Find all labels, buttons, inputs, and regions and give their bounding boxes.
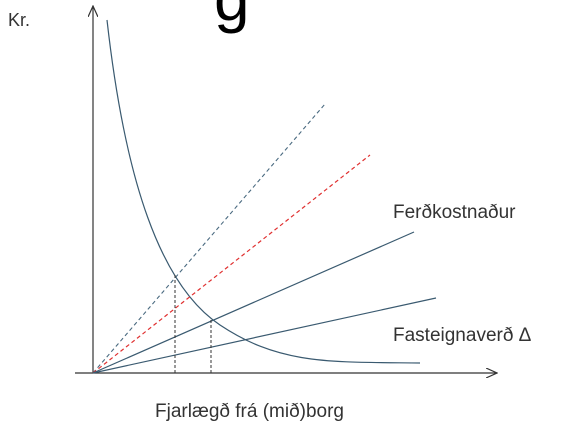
property-price-label: Fasteignaverð Δ xyxy=(393,325,532,346)
travel-cost-label: Ferðkostnaður xyxy=(393,202,516,223)
dashed-red-line xyxy=(92,154,371,374)
property-price-line xyxy=(92,297,437,374)
heading-fragment: g xyxy=(214,0,250,34)
dashed-blue-line xyxy=(92,103,326,374)
travel-cost-line xyxy=(92,231,415,374)
property-price-curve xyxy=(106,19,421,364)
y-axis-label: Kr. xyxy=(8,10,30,30)
x-axis-label: Fjarlægð frá (mið)borg xyxy=(155,401,344,422)
